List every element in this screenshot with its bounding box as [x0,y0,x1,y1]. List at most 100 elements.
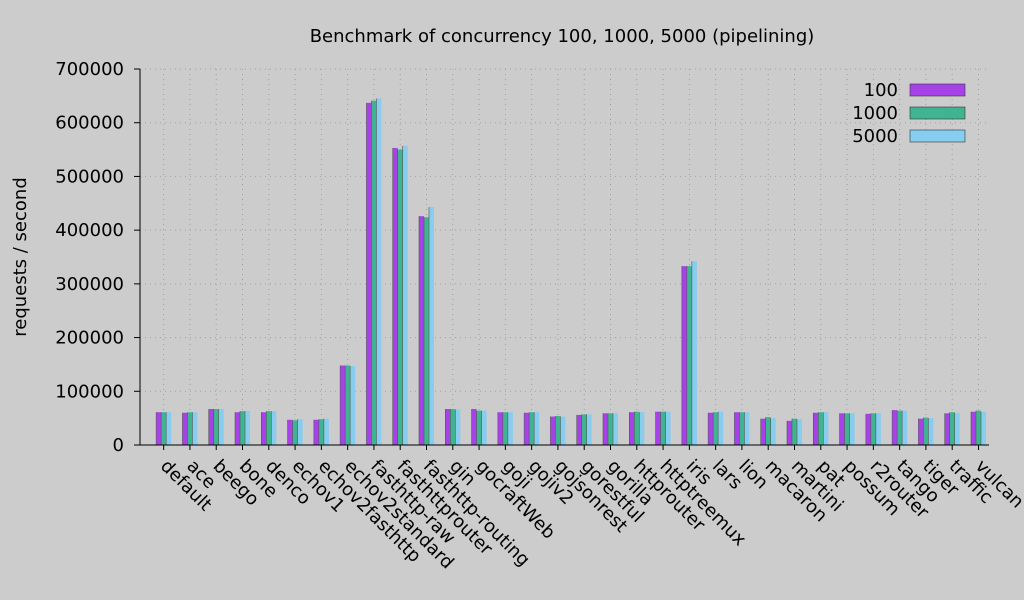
bar-martini-5000 [796,419,802,445]
legend-swatch-100 [909,83,966,97]
bar-echov2fasthttp-5000 [323,418,329,445]
bar-lars-100 [708,412,714,445]
bar-gin-100 [445,409,451,445]
y-tick-label: 200000 [55,328,124,349]
bar-echov1-100 [287,419,293,445]
chart-title: Benchmark of concurrency 100, 1000, 5000… [310,26,815,47]
y-tick-label: 700000 [55,59,124,80]
y-tick-label: 300000 [55,274,124,295]
bar-gocraftWeb-100 [471,409,477,445]
bar-lion-100 [734,412,740,445]
bar-pat-100 [813,412,819,445]
bar-martini-100 [786,420,792,445]
bar-tango-100 [892,410,898,445]
bar-iris-5000 [691,261,697,445]
bar-gojsonrest-5000 [560,416,566,445]
bar-lars-5000 [718,411,724,445]
bar-echov2standard-1000 [345,365,351,445]
bar-denco-100 [261,412,267,445]
bar-echov1-5000 [297,419,303,445]
bar-possum-100 [839,413,845,445]
bar-echov1-1000 [292,420,298,445]
bar-goji-100 [497,412,503,445]
legend-label-1000: 1000 [852,103,898,124]
y-tick-label: 400000 [55,220,124,241]
bar-gorestful-5000 [586,414,592,445]
bar-iris-100 [681,266,687,445]
bar-gocraftWeb-5000 [481,410,487,445]
bar-gorilla-1000 [607,413,613,445]
bar-default-1000 [161,412,167,445]
bar-gin-5000 [455,409,461,445]
bar-denco-5000 [271,411,277,445]
bar-ace-1000 [187,412,193,445]
bar-gojiv2-1000 [529,412,535,445]
bar-r2router-100 [865,413,871,445]
bar-fasthttp-routing-1000 [424,217,430,445]
bar-gojiv2-100 [524,412,530,445]
bar-goji-5000 [507,412,513,445]
y-tick-label: 600000 [55,113,124,134]
bar-traffic-5000 [954,412,960,445]
bar-echov2standard-5000 [350,366,356,445]
bar-goji-1000 [502,412,508,445]
bar-httptreemux-100 [655,411,661,445]
bar-fasthttprouter-5000 [402,145,408,445]
bar-tango-1000 [897,410,903,445]
bar-lion-5000 [744,412,750,445]
bar-beego-100 [208,409,214,445]
bar-macaron-1000 [765,417,771,445]
bar-fasthttp-raw-5000 [376,98,382,446]
bar-vulcan-100 [970,411,976,445]
bar-httptreemux-5000 [665,411,671,445]
bar-denco-1000 [266,411,272,445]
bar-httprouter-5000 [639,412,645,445]
bar-ace-100 [182,412,188,445]
bar-lion-1000 [739,412,745,445]
bar-iris-1000 [686,266,692,445]
bar-default-5000 [166,412,172,445]
bar-httprouter-100 [629,412,635,445]
bar-gorestful-100 [576,414,582,445]
bar-beego-1000 [213,409,219,445]
bars-group [155,98,986,446]
bar-macaron-100 [760,418,766,445]
bar-bone-100 [235,412,241,445]
bar-fasthttp-routing-100 [419,216,425,445]
legend-label-100: 100 [864,80,898,101]
bar-vulcan-5000 [980,411,986,445]
bar-echov2fasthttp-1000 [318,419,324,445]
bar-lars-1000 [713,412,719,445]
bar-bone-5000 [245,411,251,445]
y-tick-label: 0 [113,435,124,456]
bar-tiger-5000 [928,418,934,445]
y-tick-label: 100000 [55,381,124,402]
bar-traffic-100 [944,413,950,445]
legend-swatch-5000 [909,129,966,143]
bar-beego-5000 [218,409,224,445]
bar-r2router-1000 [870,413,876,445]
bar-martini-1000 [791,418,797,445]
bar-gorestful-1000 [581,414,587,445]
bar-httptreemux-1000 [660,411,666,445]
bar-gojsonrest-100 [550,416,556,445]
bar-httprouter-1000 [634,411,640,445]
legend-label-5000: 5000 [852,126,898,147]
bar-fasthttp-raw-100 [366,102,372,445]
bar-fasthttp-raw-1000 [371,100,377,445]
bar-gin-1000 [450,409,456,445]
y-ticks: 0 100000 200000 300000 400000 500000 600000 700… [55,59,140,456]
legend-swatch-1000 [909,106,966,120]
bar-gorilla-5000 [612,413,618,445]
bar-gorilla-100 [602,413,608,445]
bar-vulcan-1000 [975,410,981,445]
bar-bone-1000 [240,411,246,445]
bar-ace-5000 [192,412,198,445]
x-ticks: defaultacebeegobonedencoechov1echov2fast… [156,445,1024,573]
bar-gojsonrest-1000 [555,415,561,445]
bar-possum-5000 [849,413,855,445]
bar-fasthttprouter-1000 [397,149,403,446]
bar-pat-5000 [823,412,829,445]
bar-pat-1000 [818,412,824,445]
